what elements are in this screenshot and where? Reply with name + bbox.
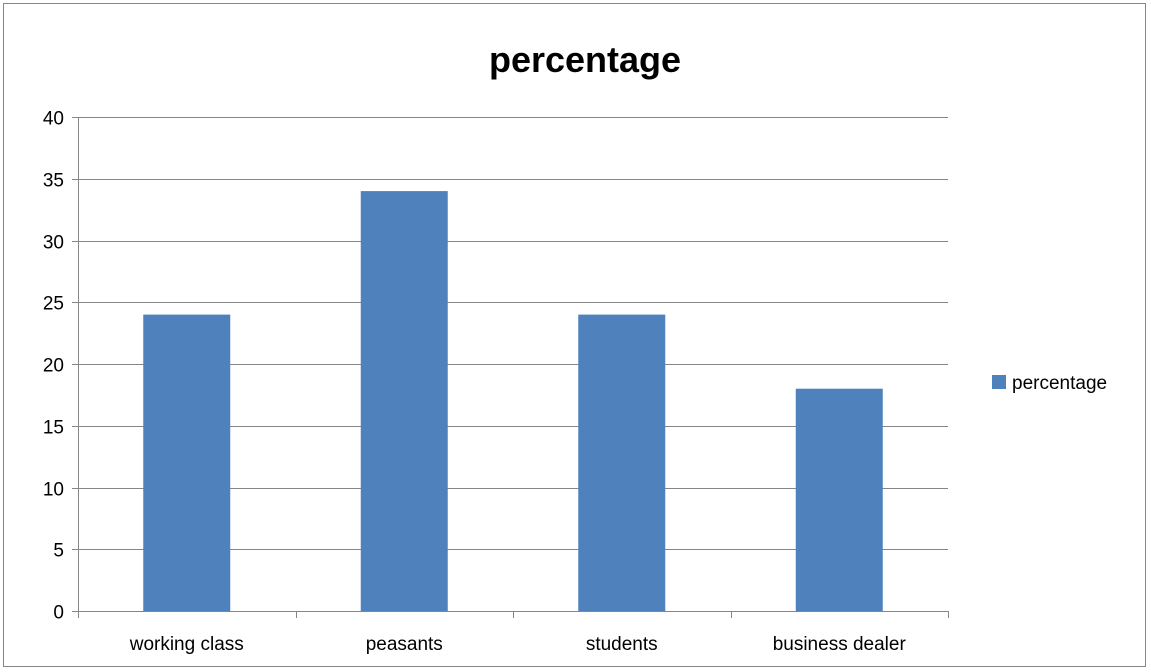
chart-title: percentage [489, 39, 681, 80]
y-tick-label: 5 [53, 541, 64, 562]
x-tick-labels: working class peasants students business de… [129, 634, 907, 655]
x-tick-label: business dealer [773, 634, 907, 655]
legend: percentage [992, 373, 1107, 394]
y-tick-label: 40 [43, 109, 64, 130]
axes [72, 117, 949, 618]
y-tick-label: 15 [43, 418, 64, 439]
y-tick-label: 30 [43, 233, 64, 254]
bars [143, 191, 883, 611]
bar-working-class [143, 314, 231, 611]
bar-students [578, 314, 666, 611]
x-tick-label: peasants [366, 634, 443, 655]
x-tick-label: working class [129, 634, 244, 655]
legend-swatch [992, 375, 1006, 389]
y-tick-labels: 0 5 10 15 20 25 30 35 40 [43, 109, 64, 624]
y-tick-label: 0 [53, 603, 64, 624]
bar-peasants [360, 191, 448, 611]
y-tick-label: 20 [43, 356, 64, 377]
y-tick-label: 10 [43, 480, 64, 501]
bar-business-dealer [795, 388, 883, 611]
y-tick-label: 35 [43, 171, 64, 192]
legend-label: percentage [1012, 373, 1107, 394]
x-tick-label: students [586, 634, 658, 655]
y-tick-label: 25 [43, 294, 64, 315]
